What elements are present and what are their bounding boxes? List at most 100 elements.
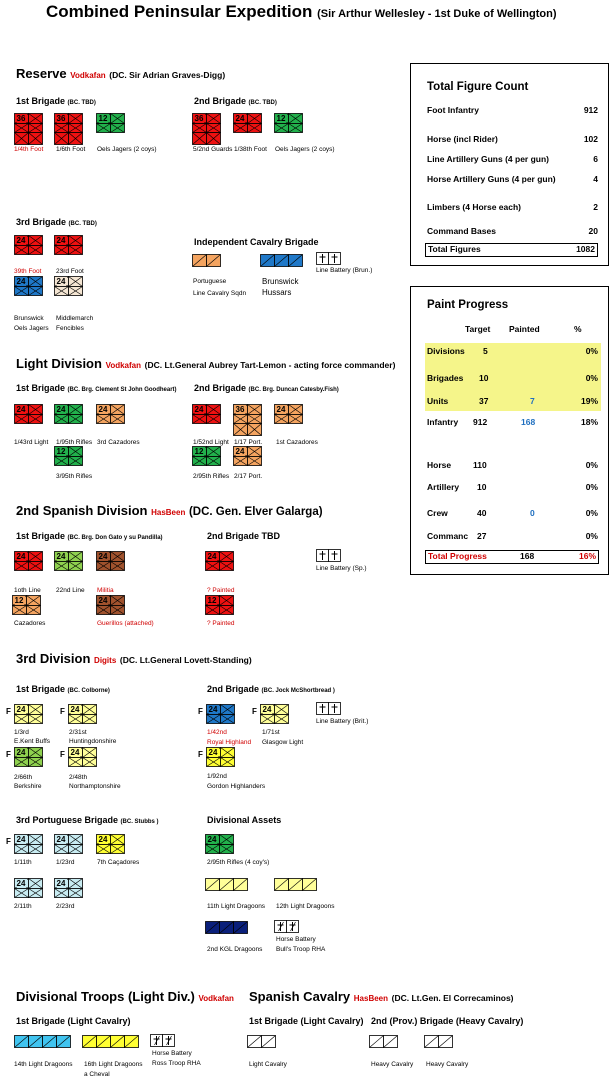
paint-progress-title: Paint Progress — [427, 299, 509, 311]
unit-label: 23rd Foot — [56, 268, 84, 275]
unit-label: 1/71st — [262, 729, 280, 736]
unit-label: Light Cavalry — [249, 1061, 287, 1068]
progress-row-label: Crew — [427, 508, 448, 518]
third-division-heading: 3rd Division Digits (DC. Lt.General Love… — [16, 651, 252, 666]
unit-strength-number: 24 — [57, 552, 66, 561]
unit-strength-number: 24 — [209, 748, 218, 757]
unit-strength-number: 24 — [99, 835, 108, 844]
progress-row-label: Infantry — [427, 417, 459, 427]
spcav-1st-brigade: 1st Brigade (Light Cavalry) — [249, 1016, 364, 1026]
unit-label: Horse Battery — [152, 1050, 192, 1057]
unit-symbol-icon: 24 — [274, 404, 303, 424]
unit-label: ? Painted — [207, 620, 235, 627]
unit-1-17-port: 36 — [233, 404, 262, 436]
unit-symbol-icon: 24 — [14, 878, 43, 898]
unit-strength-number: 24 — [57, 835, 66, 844]
unit-cazadores: 12 — [12, 595, 41, 615]
figure-row-label: Line Artillery Guns (4 per gun) — [427, 154, 550, 164]
total-progress-painted: 168 — [520, 551, 535, 561]
unit-1-43rd-light: 24 — [14, 404, 43, 424]
unit-label: ? Painted — [207, 587, 235, 594]
total-figures-row: Total Figures 1082 — [425, 243, 598, 257]
progress-row-pct: 0% — [585, 508, 598, 518]
unit-label: 1/92nd — [207, 773, 227, 780]
unit-label: 2nd KGL Dragoons — [207, 946, 263, 953]
progress-row-label: Horse — [427, 460, 452, 470]
unit-symbol-icon: 24 — [233, 113, 262, 133]
page-subtitle: (Sir Arthur Wellesley - 1st Duke of Well… — [317, 8, 557, 20]
progress-row-target: 37 — [479, 396, 489, 406]
unit-2-11th: 24 — [14, 878, 43, 898]
f-marker: F — [252, 707, 257, 716]
unit-oels-jagers: 12 — [96, 113, 125, 133]
figure-row-value: 4 — [593, 174, 598, 184]
unit-symbol-icon: 24 — [96, 834, 125, 854]
progress-row-painted: 168 — [521, 417, 536, 427]
reserve-3rd-brigade: 3rd Brigade (BC. TBD) — [16, 217, 97, 227]
unit-strength-number: 24 — [208, 835, 217, 844]
spanish-1st-brigade: 1st Brigade (BC. Brg. Don Gato y su Pand… — [16, 531, 163, 541]
light-division-heading: Light Division Vodkafan (DC. Lt.General … — [16, 356, 396, 371]
unit-label: Bull's Troop RHA — [276, 946, 326, 953]
unit-symbol-icon: 24 — [96, 595, 125, 615]
unit-spanish-heavy-cavalry-2 — [424, 1035, 453, 1048]
total-progress-row: Total Progress 168 16% — [425, 550, 599, 564]
unit-strength-number: 24 — [236, 114, 245, 123]
unit-label: 2/95th Rifles — [193, 473, 230, 480]
unit-label: 1/52nd Light — [193, 439, 229, 446]
unit-label: Hussars — [262, 288, 292, 297]
progress-row-painted: 7 — [530, 396, 535, 406]
unit-label: 1/95th Rifles — [56, 439, 93, 446]
unit-strength-number: 24 — [17, 879, 26, 888]
unit-middlemarch: 24 — [54, 276, 83, 296]
reserve-2nd-brigade: 2nd Brigade (BC. TBD) — [194, 96, 277, 106]
figure-row-value: 102 — [583, 134, 598, 144]
unit-strength-number: 24 — [17, 748, 26, 757]
f-marker: F — [6, 837, 11, 846]
unit-symbol-icon: F 24 — [6, 747, 43, 767]
unit-strength-number: 24 — [71, 748, 80, 757]
paint-progress-panel: Paint Progress Target Painted % Division… — [410, 286, 609, 575]
unit-strength-number: 24 — [57, 277, 66, 286]
divisional-troops-heading: Divisional Troops (Light Div.) Vodkafan — [16, 989, 234, 1004]
unit-label: 1/3rd — [14, 729, 29, 736]
unit-16th-light-dragoons — [82, 1035, 139, 1048]
divisional-assets: Divisional Assets — [207, 815, 282, 825]
light-1st-brigade: 1st Brigade (BC. Brg. Clement St John Go… — [16, 383, 177, 393]
progress-row-label: Units — [427, 396, 449, 406]
unit-label: 5/2nd Guards — [193, 146, 233, 153]
unit-symbol-icon: 12 — [205, 595, 234, 615]
unit-label: 2/23rd — [56, 903, 75, 910]
unit-strength-number: 12 — [99, 114, 108, 123]
unit-strength-number: 12 — [208, 596, 217, 605]
unit-symbol-icon: 24 — [205, 834, 234, 854]
total-progress-label: Total Progress — [428, 551, 487, 561]
unit-symbol-icon — [369, 1035, 398, 1048]
highlight-band — [425, 343, 601, 411]
unit-2-66th: F 24 — [6, 747, 43, 767]
unit-symbol-icon: 24 — [54, 878, 83, 898]
unit-label: Middlemarch — [56, 315, 94, 322]
unit-label: 3/95th Rifles — [56, 473, 93, 480]
unit-label: 2/31st — [69, 729, 87, 736]
unit-2-48th: F 24 — [60, 747, 97, 767]
unit-portuguese-cavalry — [192, 254, 221, 267]
figure-row-value: 6 — [593, 154, 598, 164]
unit-symbol-icon: 24 — [14, 235, 43, 255]
unit-spanish-heavy-cavalry-1 — [369, 1035, 398, 1048]
unit-symbol-icon — [82, 1035, 139, 1048]
unit-oels-jagers-2: 12 — [274, 113, 303, 133]
unit-strength-number: 24 — [71, 705, 80, 714]
unit-10th-line: 24 — [14, 551, 43, 571]
unit-1-71st: F 24 — [252, 704, 289, 724]
f-marker: F — [6, 707, 11, 716]
unit-39th-foot: 24 — [14, 235, 43, 255]
unit-label: 2/95th Rifles (4 coy's) — [207, 859, 270, 866]
progress-row-target: 27 — [477, 531, 487, 541]
unit-symbol-icon — [205, 878, 248, 891]
unit-strength-number: 12 — [57, 447, 66, 456]
unit-2-95th-rifles: 12 — [192, 446, 221, 466]
unit-label: 11th Light Dragoons — [207, 903, 266, 910]
unit-label: 16th Light Dragoons — [84, 1061, 143, 1068]
unit-symbol-icon: 24 — [96, 551, 125, 571]
